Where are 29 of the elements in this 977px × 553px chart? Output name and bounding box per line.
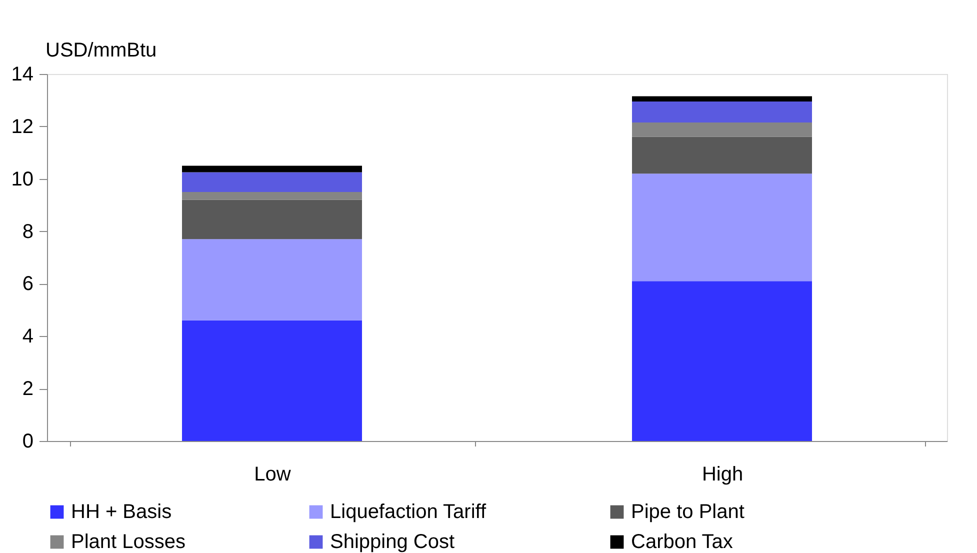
bar [182,172,362,192]
legend-label: HH + Basis [71,501,172,523]
legend-label: Shipping Cost [330,531,455,553]
x-tick-label: High [702,464,744,486]
y-tick-label: 10 [11,168,34,190]
y-tick-label: 8 [22,220,34,243]
bar [632,174,812,282]
bar [182,320,362,441]
bar [182,239,362,320]
bar [632,136,812,174]
x-tick-label: Low [254,464,292,486]
legend-label: Liquefaction Tariff [330,501,486,523]
bar [632,96,812,102]
legend-label: Pipe to Plant [631,501,745,523]
legend-label: Plant Losses [71,531,186,553]
y-tick-label: 12 [11,116,34,138]
y-tick-label: 2 [22,378,34,400]
legend-label: Carbon Tax [631,531,733,553]
y-tick-label: 6 [22,273,34,296]
bar [632,281,812,441]
bar [182,200,362,240]
y-tick-label: 14 [11,64,34,86]
bar [632,122,812,137]
y-tick-label: 0 [22,430,34,452]
y-axis-title: USD/mmBtu [46,40,157,62]
bar [182,166,362,172]
y-tick-label: 4 [22,326,34,348]
bar [182,192,362,200]
bar [632,102,812,122]
